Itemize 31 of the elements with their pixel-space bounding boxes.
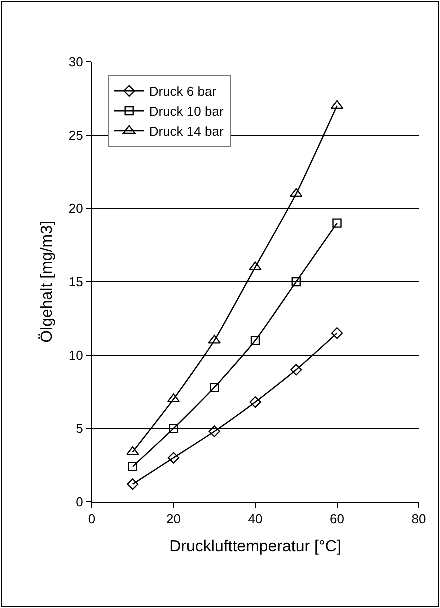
y-tick-label: 20 (68, 201, 84, 216)
legend-label: Druck 6 bar (149, 84, 218, 100)
y-tick-label: 15 (68, 274, 84, 290)
point (332, 218, 342, 228)
x-tick-label: 20 (166, 512, 181, 527)
y-axis-title: Ölgehalt [mg/m3] (38, 221, 56, 343)
point (290, 364, 302, 376)
x-tick-label: 80 (412, 512, 426, 527)
y-tick-label: 25 (68, 128, 84, 143)
y-tick-label: 5 (76, 421, 84, 436)
point (292, 277, 301, 287)
x-axis-title: Drucklufttemperatur [°C] (170, 538, 342, 556)
point (127, 478, 139, 490)
y-tick-label: 30 (68, 54, 84, 70)
point (290, 188, 303, 198)
legend-label: Druck 14 bar (149, 124, 224, 140)
x-tick-label: 60 (330, 512, 344, 527)
x-tick-label: 40 (248, 512, 263, 527)
x-tick-label: 0 (88, 512, 96, 527)
point (330, 100, 344, 110)
point (250, 396, 262, 408)
point (208, 426, 220, 438)
point (331, 328, 344, 340)
y-tick-label: 10 (68, 348, 84, 363)
point (168, 452, 180, 464)
point (250, 336, 260, 346)
point (128, 462, 138, 472)
point (210, 383, 220, 392)
point (169, 424, 178, 434)
y-tick-label: 0 (76, 494, 84, 510)
legend-label: Druck 10 bar (149, 104, 224, 120)
